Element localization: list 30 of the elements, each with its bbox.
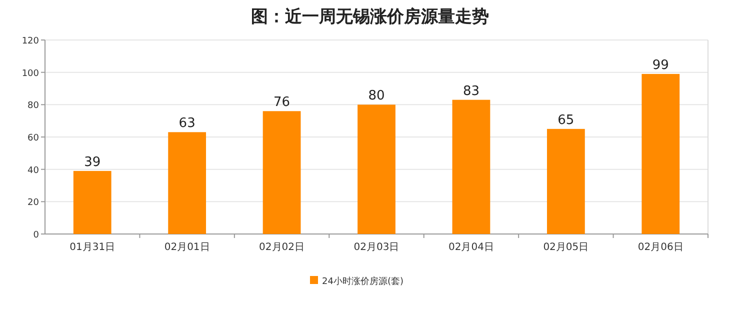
x-tick-label: 02月06日 (638, 242, 684, 253)
x-tick-label: 01月31日 (70, 242, 116, 253)
y-tick-label: 20 (28, 198, 40, 208)
bar (546, 128, 585, 234)
y-tick-label: 0 (33, 230, 40, 240)
data-label: 76 (274, 95, 290, 110)
bar (168, 132, 206, 234)
y-tick-label: 80 (28, 101, 40, 112)
data-label: 80 (368, 88, 385, 104)
y-tick-label: 40 (28, 166, 40, 176)
x-tick-label: 02月04日 (448, 242, 494, 253)
y-tick-label: 100 (22, 68, 40, 79)
x-tick-label: 02月05日 (543, 242, 589, 253)
x-tick-label: 02月01日 (164, 242, 210, 253)
data-label: 65 (558, 112, 574, 128)
data-label: 99 (652, 58, 669, 73)
bar (358, 104, 396, 234)
data-label: 39 (84, 154, 101, 170)
y-tick-label: 120 (22, 36, 40, 46)
data-label: 63 (178, 116, 196, 132)
data-label: 83 (462, 84, 480, 99)
chart-title: 图：近一周无锡涨价房源量走势 (251, 7, 489, 27)
bar (642, 74, 680, 234)
bar (452, 100, 490, 234)
legend-label: 24小时涨价房源(套) (322, 276, 404, 287)
y-tick-label: 60 (28, 134, 40, 144)
bar (262, 111, 301, 234)
x-tick-label: 02月02日 (259, 242, 305, 253)
x-tick-label: 02月03日 (354, 242, 400, 253)
bar (73, 170, 112, 234)
